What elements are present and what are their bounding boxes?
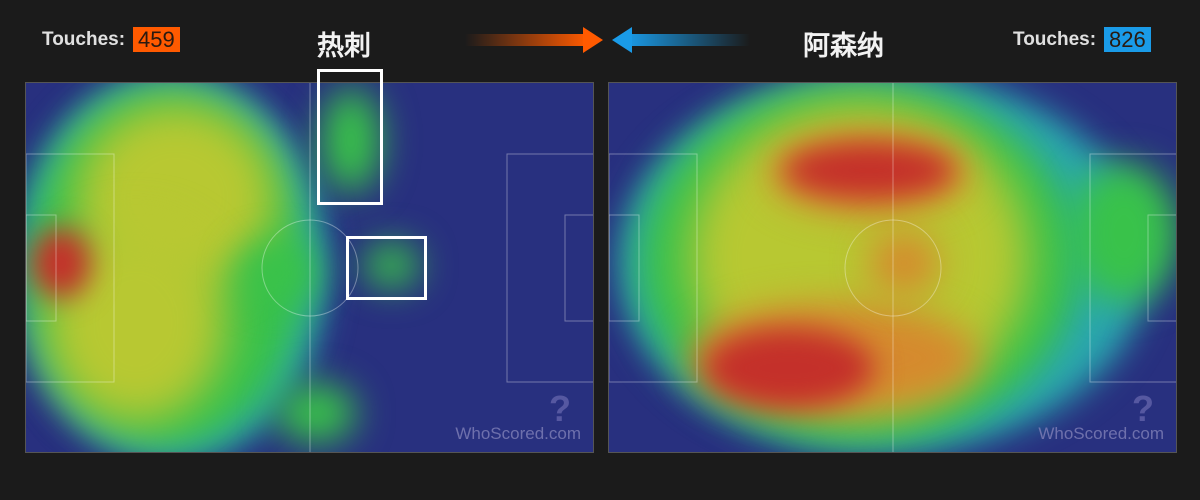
home-heatmap: ? WhoScored.com (25, 82, 594, 453)
pitch-lines (609, 83, 1176, 452)
home-touches: Touches: 459 (42, 27, 180, 52)
away-touches: Touches: 826 (1013, 27, 1151, 52)
away-heatmap: ? WhoScored.com (608, 82, 1177, 453)
highlight-box (317, 69, 383, 205)
watermark: WhoScored.com (455, 424, 581, 443)
away-team-name: 阿森纳 (803, 31, 884, 62)
away-touches-count: 826 (1104, 27, 1151, 52)
highlight-box (346, 236, 427, 300)
home-touches-label: Touches: (42, 28, 126, 50)
home-touches-count: 459 (133, 27, 180, 52)
home-team-name: 热刺 (317, 31, 371, 62)
whoscored-logo: ? (1132, 388, 1154, 429)
pitch-lines (26, 83, 593, 452)
away-touches-label: Touches: (1013, 28, 1097, 50)
whoscored-logo: ? (549, 388, 571, 429)
left-arrow-icon (612, 27, 750, 53)
right-arrow-icon (465, 27, 603, 53)
watermark: WhoScored.com (1038, 424, 1164, 443)
